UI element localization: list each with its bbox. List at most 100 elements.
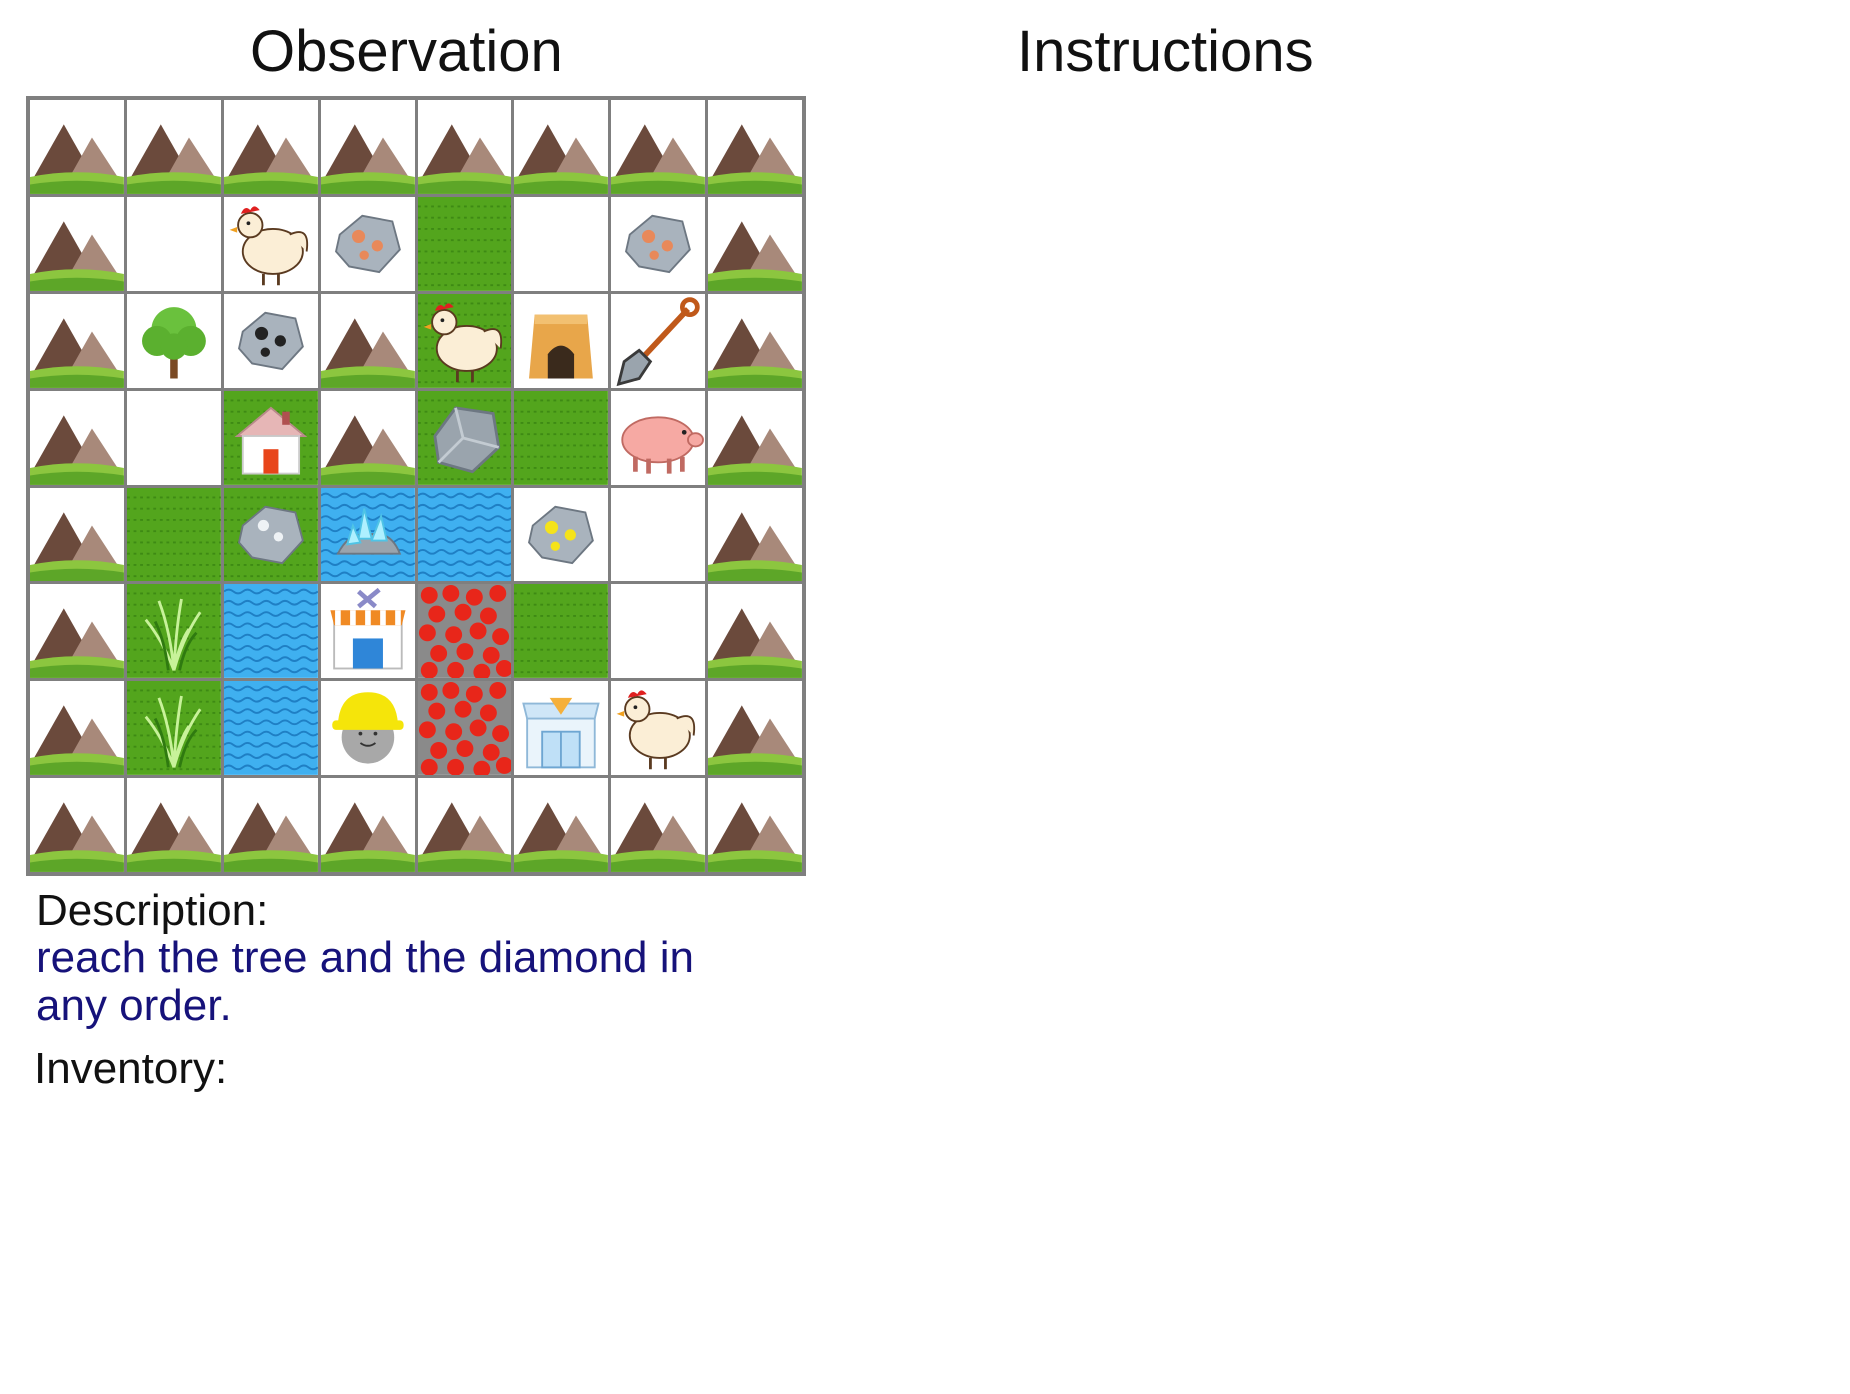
grid-cell-mountain	[30, 293, 124, 388]
tree-icon	[141, 306, 206, 379]
mountain-icon	[30, 802, 124, 872]
mountain-icon	[708, 802, 802, 872]
grid-cell-mountain	[30, 100, 124, 194]
grid-cell-mountain	[611, 100, 706, 194]
mountain-icon	[30, 415, 124, 485]
grid-cell-furnace	[514, 293, 609, 388]
mountain-icon	[223, 124, 318, 194]
grid-cell-chicken	[611, 681, 706, 776]
grid-cell-mountain	[30, 487, 124, 582]
mountain-icon	[708, 705, 802, 776]
grid-cell-water	[223, 681, 318, 776]
mountain-icon	[320, 318, 415, 388]
pig-icon	[621, 415, 705, 474]
instructions-title: Instructions	[1017, 19, 1314, 84]
grid-cell-mountain	[223, 100, 318, 194]
mountain-icon	[708, 511, 802, 582]
mountain-icon	[126, 802, 221, 872]
mountain-icon	[320, 802, 415, 872]
grid-cell-mountain	[126, 100, 221, 194]
grid-cell-water	[417, 487, 512, 582]
house-on-grass-icon	[223, 390, 318, 485]
mountain-icon	[708, 124, 802, 194]
grid-cell-diamond-on-water	[320, 487, 415, 582]
grid-cell-coal	[223, 293, 318, 388]
grid-cell-player	[320, 681, 415, 776]
gold-icon	[528, 505, 595, 564]
grass-icon	[514, 390, 609, 485]
lava-icon	[417, 584, 512, 679]
grid-cell-gold	[514, 487, 609, 582]
mountain-icon	[708, 221, 802, 291]
stone-on-grass-icon	[417, 390, 512, 485]
grid-cell-mountain	[30, 681, 124, 776]
grid-cell-tree	[126, 293, 221, 388]
grid-cell-mountain	[708, 681, 802, 776]
grid-cell-mountain	[708, 487, 802, 582]
coal-icon	[237, 311, 304, 370]
grid-cell-mountain	[320, 293, 415, 388]
grid-cell-mountain	[320, 778, 415, 872]
mountain-icon	[417, 124, 512, 194]
grid-cell-chicken-on-grass	[417, 293, 512, 388]
player-icon	[331, 692, 404, 764]
tall-grass-icon	[126, 681, 221, 776]
grid-cell-mountain	[514, 778, 609, 872]
lava-icon	[417, 681, 512, 776]
grid-cell-stone-ore-on-grass	[223, 487, 318, 582]
mountain-icon	[30, 608, 124, 679]
grid-cell-grass	[417, 196, 512, 291]
mountain-icon	[708, 318, 802, 388]
grid-cell-mountain	[708, 778, 802, 872]
mountain-icon	[30, 124, 124, 194]
grid-cell-mountain	[514, 100, 609, 194]
grid-cell-mountain	[417, 778, 512, 872]
grid-cell-path	[514, 196, 609, 291]
chicken-icon	[616, 690, 696, 770]
grid-cell-lava	[417, 681, 512, 776]
mountain-icon	[708, 415, 802, 485]
mountain-icon	[611, 802, 706, 872]
chicken-on-grass-icon	[417, 293, 512, 388]
mountain-icon	[514, 802, 609, 872]
diamond-on-water-icon	[320, 487, 415, 582]
description-label: Description:	[36, 886, 269, 935]
grid-cell-path	[126, 196, 221, 291]
grid-cell-house-on-grass	[223, 390, 318, 485]
grid-cell-grass	[514, 390, 609, 485]
grid-cell-pig	[611, 390, 706, 485]
water-icon	[223, 584, 318, 679]
water-icon	[417, 487, 512, 582]
grid-cell-grass	[126, 487, 221, 582]
grid-cell-mountain	[708, 293, 802, 388]
grid-cell-mountain	[30, 584, 124, 679]
observation-title: Observation	[250, 19, 563, 84]
mountain-icon	[611, 124, 706, 194]
mountain-icon	[514, 124, 609, 194]
grid-cell-mountain	[708, 584, 802, 679]
workshop-icon	[330, 588, 406, 670]
grid-cell-tall-grass	[126, 584, 221, 679]
grid-cell-mountain	[30, 390, 124, 485]
grid-cell-mountain	[417, 100, 512, 194]
grid-cell-path	[126, 390, 221, 485]
mountain-icon	[30, 511, 124, 582]
grid-cell-iron	[320, 196, 415, 291]
mountain-icon	[30, 221, 124, 291]
grid-cell-grass	[514, 584, 609, 679]
shovel-icon	[616, 297, 700, 386]
grid-cell-path	[611, 584, 706, 679]
grid-cell-mountain	[223, 778, 318, 872]
grid-cell-shovel	[611, 293, 706, 388]
stone-ore-on-grass-icon	[223, 487, 318, 582]
mountain-icon	[417, 802, 512, 872]
mountain-icon	[320, 415, 415, 485]
grid-cell-tall-grass	[126, 681, 221, 776]
iron-icon	[334, 214, 401, 273]
grass-icon	[126, 487, 221, 582]
mountain-icon	[223, 802, 318, 872]
mountain-icon	[30, 318, 124, 388]
grass-icon	[514, 584, 609, 679]
mountain-icon	[30, 705, 124, 776]
observation-grid	[26, 96, 806, 876]
